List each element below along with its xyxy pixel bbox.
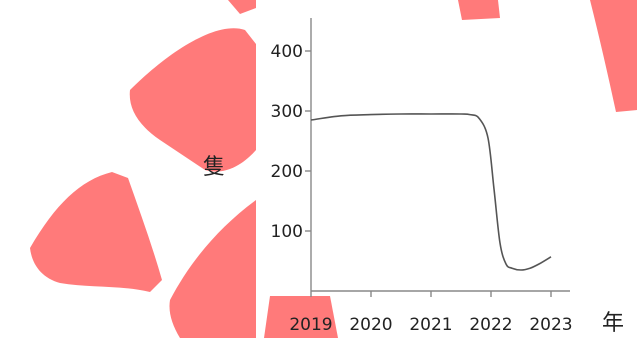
x-axis-title: 年 [602, 311, 624, 336]
x-tick-label: 2023 [529, 315, 572, 335]
y-tick-label: 100 [271, 222, 303, 242]
brush-stroke-left-upper [129, 28, 256, 172]
brush-stroke-right-edge [590, 0, 637, 112]
x-tick-label: 2022 [469, 315, 512, 335]
brush-stroke-left-lower [30, 172, 162, 292]
x-tick-label: 2019 [289, 315, 332, 335]
brush-stroke-top [228, 0, 256, 14]
y-tick-label: 200 [271, 162, 303, 182]
brush-stroke-bottom-mid [264, 296, 338, 338]
plot-area: 100 200 300 400 2019 2020 2021 2022 2023 [271, 18, 573, 335]
brush-stroke-center [169, 200, 256, 338]
x-tick-label: 2021 [409, 315, 452, 335]
x-ticks: 2019 2020 2021 2022 2023 [289, 291, 573, 335]
y-ticks: 100 200 300 400 [271, 42, 311, 242]
x-tick-label: 2020 [349, 315, 392, 335]
series-line [310, 113, 552, 271]
y-tick-label: 300 [271, 102, 303, 122]
y-axis-title: 隻 [203, 155, 225, 180]
background-brush-strokes [30, 0, 637, 338]
y-tick-label: 400 [271, 42, 303, 62]
brush-stroke-right-top [458, 0, 500, 20]
